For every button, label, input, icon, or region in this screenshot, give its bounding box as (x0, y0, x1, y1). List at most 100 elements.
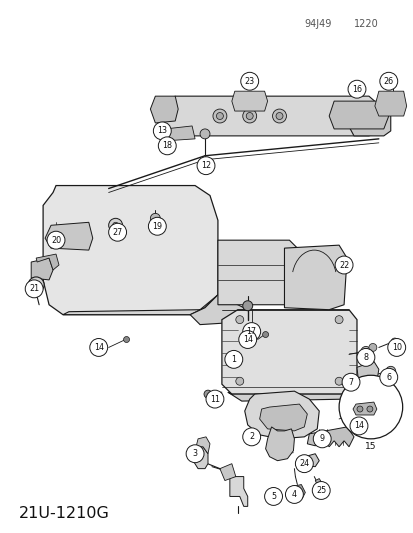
Circle shape (204, 390, 211, 398)
Circle shape (150, 213, 160, 223)
Polygon shape (244, 391, 318, 439)
Circle shape (341, 373, 359, 391)
Polygon shape (297, 454, 318, 467)
Polygon shape (45, 222, 93, 250)
Text: 3: 3 (192, 449, 197, 458)
Text: 24: 24 (299, 459, 309, 468)
Polygon shape (217, 240, 299, 305)
Polygon shape (352, 402, 376, 415)
Polygon shape (374, 91, 406, 116)
Circle shape (368, 343, 376, 351)
Circle shape (338, 375, 402, 439)
Circle shape (186, 445, 204, 463)
Circle shape (347, 80, 365, 98)
Polygon shape (290, 484, 305, 498)
Circle shape (349, 417, 367, 435)
Polygon shape (346, 103, 390, 136)
Circle shape (387, 338, 405, 357)
Circle shape (235, 377, 243, 385)
Text: 14: 14 (353, 422, 363, 431)
Circle shape (264, 488, 282, 505)
Text: 20: 20 (51, 236, 61, 245)
Circle shape (212, 109, 226, 123)
Polygon shape (150, 96, 178, 123)
Circle shape (356, 406, 362, 412)
Circle shape (242, 301, 252, 311)
Polygon shape (219, 464, 235, 481)
Text: 14: 14 (242, 335, 252, 344)
Text: 4: 4 (291, 490, 296, 499)
Circle shape (360, 346, 370, 357)
Polygon shape (190, 295, 247, 325)
Circle shape (335, 377, 342, 385)
Polygon shape (165, 126, 195, 141)
Text: 10: 10 (391, 343, 401, 352)
Polygon shape (192, 447, 207, 469)
Circle shape (108, 219, 122, 232)
Polygon shape (227, 387, 356, 401)
Text: 5: 5 (271, 492, 275, 501)
Circle shape (123, 336, 129, 343)
Circle shape (242, 428, 260, 446)
Text: 13: 13 (157, 126, 167, 135)
Circle shape (28, 277, 44, 293)
Circle shape (285, 486, 303, 503)
Text: 17: 17 (246, 327, 256, 336)
Circle shape (25, 280, 43, 298)
Text: 23: 23 (244, 77, 254, 86)
Text: 1220: 1220 (353, 19, 378, 29)
Text: 6: 6 (385, 373, 390, 382)
Text: 1: 1 (231, 355, 236, 364)
Polygon shape (31, 258, 53, 280)
Circle shape (242, 322, 260, 341)
Circle shape (356, 349, 374, 366)
Circle shape (272, 109, 286, 123)
Polygon shape (36, 254, 59, 270)
Polygon shape (306, 427, 353, 447)
Circle shape (379, 72, 397, 90)
Text: 12: 12 (200, 161, 211, 170)
Circle shape (390, 338, 397, 345)
Text: 26: 26 (383, 77, 393, 86)
Text: 18: 18 (162, 141, 172, 150)
Circle shape (158, 137, 176, 155)
Circle shape (275, 112, 282, 119)
Circle shape (240, 72, 258, 90)
Circle shape (335, 316, 342, 324)
Text: 11: 11 (209, 394, 219, 403)
Text: 9: 9 (319, 434, 324, 443)
Polygon shape (43, 185, 217, 314)
Text: 94J49: 94J49 (304, 19, 331, 29)
Circle shape (153, 122, 171, 140)
Text: 22: 22 (338, 261, 348, 270)
Text: 7: 7 (348, 378, 353, 387)
Circle shape (335, 256, 352, 274)
Polygon shape (356, 361, 378, 385)
Polygon shape (315, 479, 321, 487)
Circle shape (311, 481, 330, 499)
Circle shape (246, 112, 253, 119)
Polygon shape (196, 437, 209, 454)
Circle shape (235, 316, 243, 324)
Polygon shape (328, 101, 388, 129)
Circle shape (206, 390, 223, 408)
Text: 21U-1210G: 21U-1210G (19, 506, 110, 521)
Circle shape (262, 332, 268, 337)
Circle shape (379, 368, 397, 386)
Circle shape (238, 330, 256, 349)
Polygon shape (158, 96, 383, 136)
Text: 25: 25 (316, 486, 325, 495)
Text: 15: 15 (364, 442, 376, 451)
Polygon shape (231, 91, 267, 111)
Circle shape (90, 338, 107, 357)
Text: 27: 27 (112, 228, 122, 237)
Text: 21: 21 (29, 284, 39, 293)
Polygon shape (63, 295, 217, 314)
Polygon shape (229, 477, 247, 506)
Text: 19: 19 (152, 222, 162, 231)
Polygon shape (265, 427, 294, 461)
Circle shape (242, 109, 256, 123)
Text: 8: 8 (363, 353, 368, 362)
Circle shape (385, 366, 395, 376)
Circle shape (295, 455, 313, 473)
